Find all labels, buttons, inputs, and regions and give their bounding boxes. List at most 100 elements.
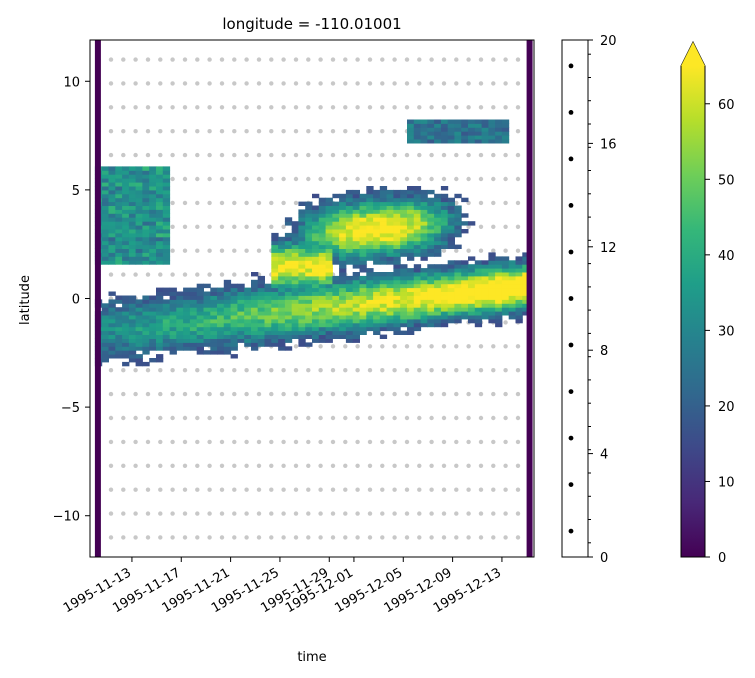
heat-cell <box>407 201 415 206</box>
heat-cell <box>359 295 367 300</box>
stipple-dot <box>293 368 299 373</box>
heat-cell <box>468 139 476 144</box>
heat-cell <box>413 318 422 324</box>
heat-cell <box>373 189 381 195</box>
heat-cell <box>488 283 496 289</box>
heat-cell <box>108 256 116 261</box>
heat-cell <box>393 307 401 312</box>
heat-cell <box>461 283 469 289</box>
stipple-dot <box>478 415 484 421</box>
heat-cell <box>122 186 130 191</box>
heat-cell <box>501 307 510 312</box>
heat-cell <box>101 186 109 191</box>
heat-cell <box>156 303 164 308</box>
heat-cell <box>481 139 489 144</box>
heat-cell <box>440 272 449 277</box>
stipple-dot <box>330 511 336 516</box>
heat-cell <box>251 283 259 289</box>
heat-cell <box>515 283 523 289</box>
heat-cell <box>461 123 469 128</box>
stipple-dot <box>244 105 249 110</box>
heat-cell <box>271 315 279 320</box>
heat-cell <box>345 244 354 249</box>
stipple-dot <box>158 415 163 421</box>
heat-cell <box>420 272 428 277</box>
heat-cell <box>169 303 177 308</box>
heat-cell <box>189 315 198 320</box>
heat-cell <box>196 330 204 335</box>
heat-cell <box>162 291 171 296</box>
stipple-dot <box>417 463 422 468</box>
heat-cell <box>149 311 157 316</box>
stipple-dot <box>466 105 471 110</box>
heat-cell <box>481 287 489 292</box>
heat-cell <box>366 295 374 300</box>
heat-cell <box>325 326 333 332</box>
heat-cell <box>305 201 313 206</box>
stipple-dot <box>491 487 496 492</box>
heat-cell <box>264 338 272 343</box>
heat-cell <box>440 232 449 238</box>
heat-cell <box>298 279 306 285</box>
heat-cell <box>407 279 415 285</box>
stipple-dot <box>503 511 508 516</box>
stipple-dot <box>454 57 459 62</box>
heat-cell <box>284 299 293 304</box>
heat-cell <box>373 311 381 316</box>
heat-cell <box>339 268 347 273</box>
heat-cell <box>339 193 347 199</box>
stipple-dot <box>269 224 274 229</box>
heat-cell <box>427 264 435 269</box>
stipple-dot <box>392 57 397 62</box>
heat-cell <box>339 334 347 339</box>
heat-cell <box>271 287 279 292</box>
heat-cell <box>156 260 164 265</box>
heat-cell <box>481 295 489 300</box>
stipple-dot <box>503 487 508 492</box>
heat-cell <box>298 264 306 269</box>
heat-cell <box>454 217 462 222</box>
heat-cell <box>339 221 347 226</box>
heat-cell <box>332 322 340 328</box>
stipple-dot <box>293 344 299 349</box>
heat-cell <box>298 252 306 257</box>
heat-cell <box>474 260 483 265</box>
heat-cell <box>115 170 123 175</box>
heat-cell <box>318 283 327 289</box>
heat-cell <box>474 123 483 128</box>
heat-cell <box>325 330 333 335</box>
stipple-dot <box>466 344 471 349</box>
heat-cell <box>461 275 469 281</box>
heat-cell <box>196 287 204 292</box>
heat-cell <box>298 229 306 234</box>
heat-cell <box>345 311 354 316</box>
heat-cell <box>393 299 401 304</box>
heat-cell <box>115 166 123 171</box>
heat-cell <box>251 272 259 277</box>
heat-cell <box>115 330 123 335</box>
heat-cell <box>128 330 137 335</box>
heat-cell <box>298 209 306 214</box>
heat-cell <box>156 193 164 199</box>
stipple-dot <box>281 463 286 468</box>
heat-cell <box>142 318 150 324</box>
heat-cell <box>162 205 171 210</box>
heat-cell <box>312 213 320 218</box>
heat-cell <box>251 338 259 343</box>
heat-cell <box>447 283 455 289</box>
heat-cell <box>108 182 116 187</box>
heat-cell <box>366 256 374 261</box>
stipple-dot <box>367 415 373 421</box>
heat-cell <box>318 260 327 265</box>
heat-cell <box>244 287 252 292</box>
stipple-dot <box>380 535 385 540</box>
heat-cell <box>318 338 327 343</box>
stipple-dot <box>281 368 286 373</box>
heat-cell <box>373 252 381 257</box>
heat-cell <box>162 174 171 179</box>
heat-cell <box>291 307 299 312</box>
heat-cell <box>291 275 299 281</box>
heat-cell <box>379 322 388 328</box>
stipple-dot <box>293 439 299 445</box>
heat-cell <box>162 252 171 257</box>
